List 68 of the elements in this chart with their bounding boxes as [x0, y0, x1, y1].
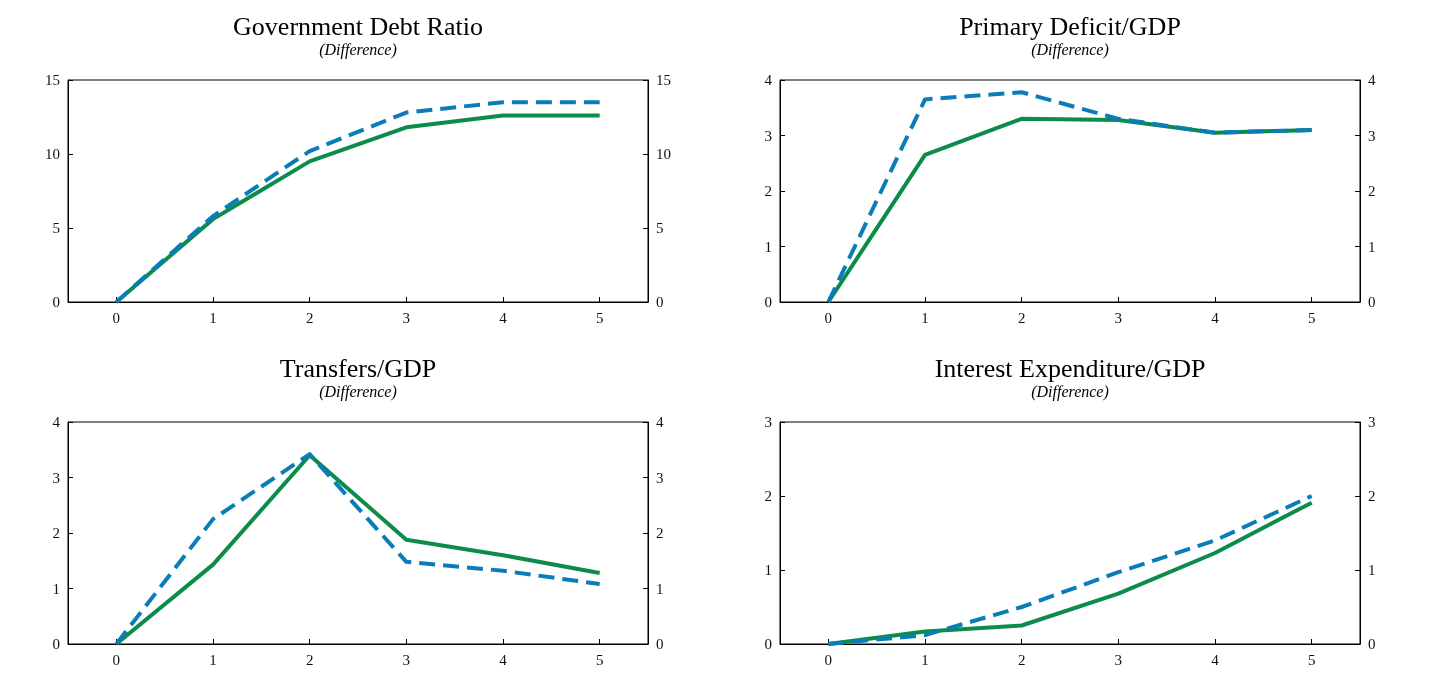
- y2-tick-label: 0: [656, 294, 664, 310]
- y2-tick-label: 2: [656, 525, 664, 541]
- y-tick-label: 0: [764, 294, 772, 310]
- y2-tick-label: 0: [1368, 294, 1376, 310]
- y2-tick-label: 0: [656, 636, 664, 652]
- x-tick-label: 0: [824, 651, 833, 668]
- x-tick-label: 5: [595, 651, 604, 668]
- y-tick-label: 3: [764, 414, 772, 430]
- y-tick-label: 4: [52, 414, 61, 430]
- y2-tick-label: 1: [1368, 238, 1376, 255]
- chart-title: Government Debt Ratio: [233, 11, 483, 41]
- y-tick-label: 0: [52, 636, 60, 652]
- x-tick-label: 0: [112, 309, 121, 326]
- y2-tick-label: 4: [1368, 72, 1376, 88]
- x-tick-label: 0: [112, 651, 121, 668]
- y-tick-label: 2: [52, 525, 60, 541]
- y-tick-label: 2: [764, 488, 772, 504]
- y2-tick-label: 3: [656, 469, 664, 486]
- y-tick-label: 1: [764, 238, 772, 255]
- y2-tick-label: 10: [656, 146, 671, 162]
- x-tick-label: 2: [1017, 651, 1026, 668]
- y-tick-label: 15: [45, 72, 60, 88]
- y2-tick-label: 15: [656, 72, 671, 88]
- x-tick-label: 3: [402, 651, 411, 668]
- y2-tick-label: 1: [1368, 562, 1376, 578]
- x-tick-label: 1: [209, 651, 217, 668]
- x-tick-label: 4: [499, 651, 508, 668]
- x-tick-label: 3: [1114, 651, 1123, 668]
- y-tick-label: 2: [764, 183, 772, 199]
- x-tick-label: 5: [595, 309, 604, 326]
- y2-tick-label: 5: [656, 220, 664, 236]
- x-tick-label: 3: [402, 309, 411, 326]
- x-tick-label: 0: [824, 309, 833, 326]
- y-tick-label: 3: [764, 127, 772, 144]
- x-tick-label: 2: [305, 309, 314, 326]
- y2-tick-label: 1: [656, 580, 664, 597]
- y2-tick-label: 0: [1368, 636, 1376, 652]
- y-tick-label: 4: [764, 72, 773, 88]
- y-tick-label: 5: [52, 220, 60, 236]
- chart-title: Transfers/GDP: [279, 353, 437, 383]
- y2-tick-label: 3: [1368, 127, 1376, 144]
- chart-subtitle: (Difference): [319, 40, 397, 59]
- y-tick-label: 0: [52, 294, 60, 310]
- y-tick-label: 3: [52, 469, 60, 486]
- chart-subtitle: (Difference): [319, 382, 397, 401]
- y2-tick-label: 4: [656, 414, 664, 430]
- y2-tick-label: 3: [1368, 414, 1376, 430]
- y-tick-label: 1: [52, 580, 60, 597]
- x-tick-label: 2: [1017, 309, 1026, 326]
- x-tick-label: 1: [921, 309, 929, 326]
- chart-title: Primary Deficit/GDP: [959, 11, 1181, 41]
- y2-tick-label: 2: [1368, 183, 1376, 199]
- chart-subtitle: (Difference): [1031, 382, 1109, 401]
- y-tick-label: 0: [764, 636, 772, 652]
- x-tick-label: 1: [921, 651, 929, 668]
- x-tick-label: 5: [1307, 309, 1316, 326]
- x-tick-label: 1: [209, 309, 217, 326]
- chart-title: Interest Expenditure/GDP: [934, 353, 1206, 383]
- x-tick-label: 4: [1211, 309, 1220, 326]
- y-tick-label: 1: [764, 562, 772, 578]
- y2-tick-label: 2: [1368, 488, 1376, 504]
- x-tick-label: 5: [1307, 651, 1316, 668]
- x-tick-label: 4: [1211, 651, 1220, 668]
- chart-subtitle: (Difference): [1031, 40, 1109, 59]
- x-tick-label: 3: [1114, 309, 1123, 326]
- x-tick-label: 2: [305, 651, 314, 668]
- x-tick-label: 4: [499, 309, 508, 326]
- y-tick-label: 10: [45, 146, 60, 162]
